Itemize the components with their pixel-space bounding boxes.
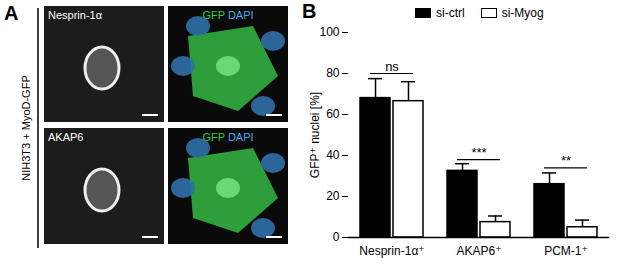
svg-text:GFP⁺ nuclei [%]: GFP⁺ nuclei [%] xyxy=(308,92,322,178)
svg-text:0: 0 xyxy=(333,230,340,244)
svg-text:GFP DAPI: GFP DAPI xyxy=(202,131,253,143)
svg-text:GFP DAPI: GFP DAPI xyxy=(202,9,253,21)
html-text:si-Myog: si-Myog xyxy=(501,6,544,20)
svg-text:ns: ns xyxy=(385,59,399,74)
svg-text:AKAP6⁺: AKAP6⁺ xyxy=(456,244,501,258)
svg-text:40: 40 xyxy=(326,148,340,162)
svg-text:A: A xyxy=(4,2,18,24)
svg-text:PCM-1⁺: PCM-1⁺ xyxy=(544,244,588,258)
html-text:si-ctrl: si-ctrl xyxy=(436,6,465,20)
svg-text:NIH3T3 + MyoD-GFP: NIH3T3 + MyoD-GFP xyxy=(20,75,32,180)
svg-text:20: 20 xyxy=(326,189,340,203)
svg-text:***: *** xyxy=(471,145,486,160)
html-text:B: B xyxy=(302,0,317,22)
svg-text:60: 60 xyxy=(326,107,340,121)
svg-text:Nesprin-1α⁺: Nesprin-1α⁺ xyxy=(359,244,424,258)
svg-text:Nesprin-1α: Nesprin-1α xyxy=(48,9,103,21)
svg-text:**: ** xyxy=(561,153,571,168)
svg-text:AKAP6: AKAP6 xyxy=(48,131,83,143)
svg-text:80: 80 xyxy=(326,66,340,80)
svg-text:100: 100 xyxy=(319,25,339,39)
